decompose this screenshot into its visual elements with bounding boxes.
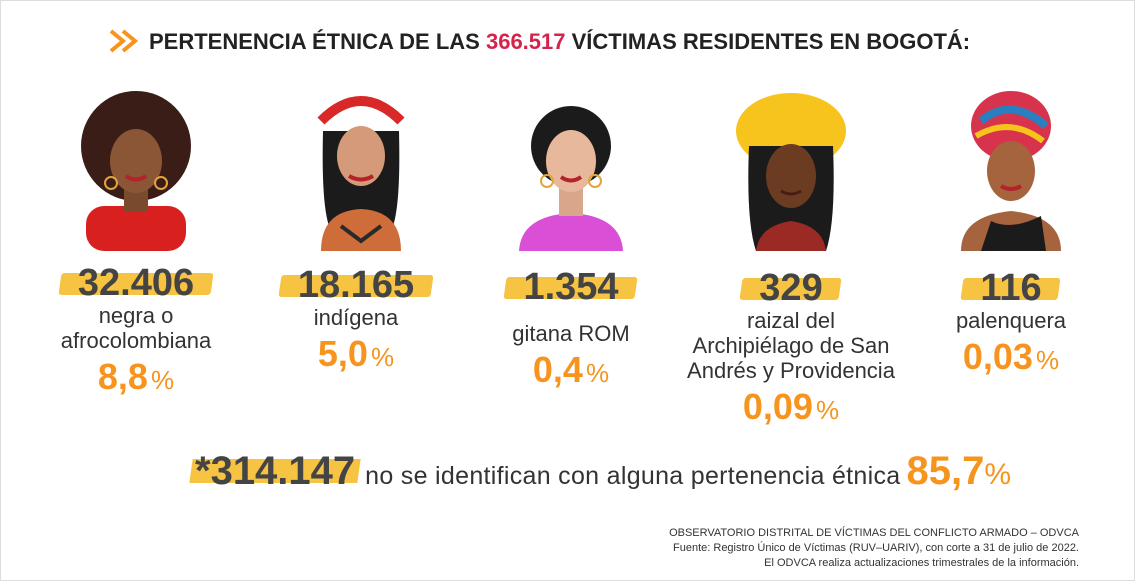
title-number: 366.517 <box>485 29 566 54</box>
percent-unit: % <box>815 395 840 425</box>
group-number: 18.165 <box>280 265 432 305</box>
percent-value: 0,4 <box>532 349 583 390</box>
label-line: palenquera <box>955 308 1067 333</box>
group-label: raizal del Archipiélago de San Andrés y Pr… <box>671 308 911 383</box>
label-line: Archipiélago de San <box>692 333 890 358</box>
group: 18.165 indígena 5,0% <box>236 265 476 377</box>
chevrons <box>109 29 139 53</box>
group-label: gitana ROM <box>451 321 691 346</box>
label-line: raizal del <box>746 308 836 333</box>
summary-percent: 85,7 <box>906 449 985 493</box>
percent-value: 0,09 <box>742 386 813 427</box>
label-line: negra o <box>98 303 174 328</box>
group-percent: 0,03% <box>891 337 1131 380</box>
label-line: indígena <box>313 305 399 330</box>
source-line: Fuente: Registro Único de Víctimas (RUV–… <box>673 542 1079 554</box>
summary: *314.147 no se identifican con alguna per… <box>191 449 1011 494</box>
percent-unit: % <box>1035 345 1060 375</box>
group-percent: 8,8% <box>16 357 256 400</box>
label-line: Andrés y Providencia <box>687 358 895 383</box>
group: 1.354 gitana ROM 0,4% <box>451 267 691 393</box>
percent-value: 8,8 <box>97 356 148 397</box>
figure-indigena <box>317 96 405 251</box>
group: 32.406 negra o afrocolombiana 8,8% <box>16 263 256 400</box>
title: PERTENENCIA ÉTNICA DE LAS 366.517 VÍCTIM… <box>111 29 970 55</box>
summary-text: no se identifican con alguna pertenencia… <box>365 462 901 490</box>
source-line: El ODVCA realiza actualizaciones trimest… <box>764 557 1079 569</box>
percent-unit: % <box>370 342 395 372</box>
group-percent: 0,09% <box>671 387 911 430</box>
group-number: 116 <box>962 268 1059 308</box>
summary-number: *314.147 <box>191 449 359 494</box>
group-label: palenquera <box>891 308 1131 333</box>
figure-raizal <box>736 93 846 251</box>
label-line: afrocolombiana <box>60 328 212 353</box>
label-line: gitana ROM <box>512 321 630 346</box>
summary-unit: % <box>984 458 1012 491</box>
title-text: PERTENENCIA ÉTNICA DE LAS <box>149 29 480 54</box>
percent-value: 0,03 <box>962 336 1033 377</box>
group-percent: 5,0% <box>236 334 476 377</box>
figure-palenquera <box>961 91 1061 251</box>
group-number: 329 <box>741 268 840 308</box>
percent-unit: % <box>585 358 610 388</box>
source-line: OBSERVATORIO DISTRITAL DE VÍCTIMAS DEL C… <box>669 527 1079 539</box>
group: 116 palenquera 0,03% <box>891 268 1131 380</box>
figure-gitana <box>519 106 623 251</box>
title-text: VÍCTIMAS RESIDENTES EN BOGOTÁ: <box>571 29 971 54</box>
group-number: 32.406 <box>60 263 212 303</box>
group-label: indígena <box>236 305 476 330</box>
percent-value: 5,0 <box>317 333 368 374</box>
group: 329 raizal del Archipiélago de San Andrés y… <box>671 268 911 430</box>
group-percent: 0,4% <box>451 350 691 393</box>
figure-afro <box>81 91 191 251</box>
group-number: 1.354 <box>505 267 636 307</box>
source: OBSERVATORIO DISTRITAL DE VÍCTIMAS DEL C… <box>669 526 1079 571</box>
group-label: negra o afrocolombiana <box>16 303 256 353</box>
percent-unit: % <box>150 365 175 395</box>
